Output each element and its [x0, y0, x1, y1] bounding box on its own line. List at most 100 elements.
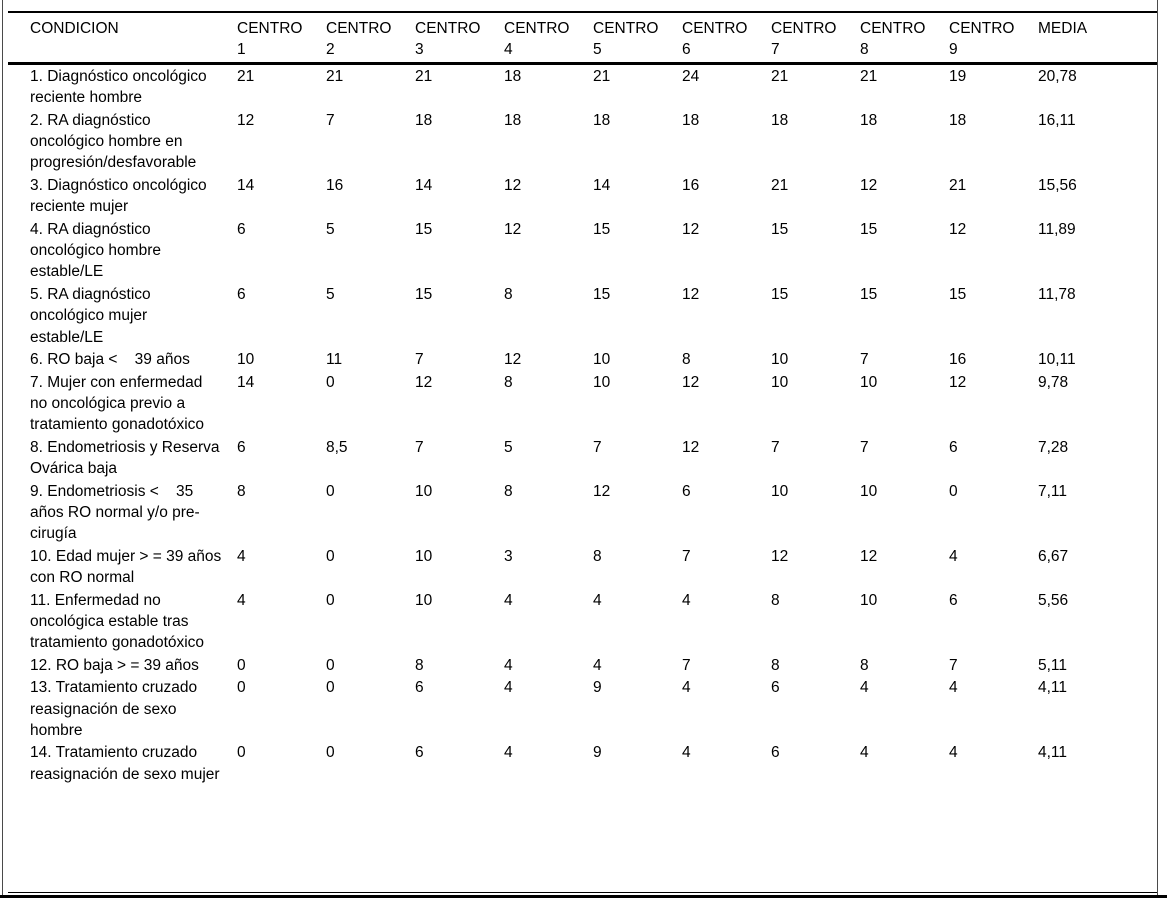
table-row: 11. Enfermedad no oncológica estable tra… [8, 589, 1157, 654]
value-cell-centro-7: 21 [771, 67, 789, 85]
column-header-centro-8: CENTRO 8 [860, 13, 949, 65]
value-cell-centro-2: 0 [326, 373, 335, 391]
bottom-rule [0, 895, 1167, 898]
value-cell-centro-5: 9 [593, 744, 602, 762]
value-cell-centro-6: 18 [682, 111, 700, 129]
condition-cell: 14. Tratamiento cruzado reasignación de … [30, 744, 220, 783]
column-header-centro-9: CENTRO 9 [949, 13, 1038, 65]
value-cell-centro-4: 4 [504, 656, 513, 674]
value-cell-centro-2: 0 [326, 547, 335, 565]
column-header-centro-7: CENTRO 7 [771, 13, 860, 65]
value-cell-centro-6: 4 [682, 679, 691, 697]
value-cell-centro-2: 8,5 [326, 438, 348, 456]
value-cell-centro-1: 0 [237, 679, 246, 697]
value-cell-centro-7: 15 [771, 285, 789, 303]
column-header-media: MEDIA [1038, 13, 1157, 65]
value-cell-centro-8: 15 [860, 220, 878, 238]
value-cell-centro-2: 11 [326, 351, 343, 369]
value-cell-centro-7: 10 [771, 482, 789, 500]
value-cell-centro-4: 3 [504, 547, 513, 565]
condition-cell: 11. Enfermedad no oncológica estable tra… [30, 591, 205, 652]
condition-cell: 2. RA diagnóstico oncológico hombre en p… [30, 111, 197, 172]
value-cell-centro-2: 0 [326, 656, 335, 674]
value-cell-centro-5: 15 [593, 285, 611, 303]
column-header-condicion: CONDICION [8, 13, 237, 65]
media-cell: 5,56 [1038, 591, 1069, 609]
value-cell-centro-8: 15 [860, 285, 878, 303]
condition-cell: 9. Endometriosis < 35 años RO normal y/o… [30, 482, 200, 543]
value-cell-centro-8: 12 [860, 547, 878, 565]
value-cell-centro-5: 15 [593, 220, 611, 238]
header-row: CONDICION CENTRO 1 CENTRO 2 CENTRO 3 CENTRO … [8, 13, 1157, 65]
value-cell-centro-5: 12 [593, 482, 611, 500]
column-header-centro-4: CENTRO 4 [504, 13, 593, 65]
value-cell-centro-9: 0 [949, 482, 958, 500]
value-cell-centro-2: 5 [326, 220, 335, 238]
condition-cell: 8. Endometriosis y Reserva Ovárica baja [30, 438, 224, 478]
value-cell-centro-6: 7 [682, 656, 691, 674]
value-cell-centro-6: 4 [682, 744, 691, 762]
table-row: 1. Diagnóstico oncológico reciente hombr… [8, 63, 1157, 108]
value-cell-centro-9: 6 [949, 591, 958, 609]
value-cell-centro-5: 4 [593, 591, 602, 609]
value-cell-centro-7: 8 [771, 591, 780, 609]
value-cell-centro-8: 7 [860, 438, 869, 456]
table-row: 10. Edad mujer > = 39 años con RO normal… [8, 545, 1157, 589]
value-cell-centro-9: 16 [949, 351, 967, 369]
value-cell-centro-3: 7 [415, 438, 424, 456]
value-cell-centro-6: 12 [682, 285, 700, 303]
value-cell-centro-3: 12 [415, 373, 433, 391]
value-cell-centro-3: 15 [415, 220, 433, 238]
value-cell-centro-7: 8 [771, 656, 780, 674]
value-cell-centro-3: 7 [415, 351, 424, 369]
value-cell-centro-2: 7 [326, 111, 335, 129]
media-cell: 11,78 [1038, 285, 1076, 303]
media-cell: 5,11 [1038, 656, 1068, 674]
value-cell-centro-3: 10 [415, 482, 433, 500]
value-cell-centro-8: 21 [860, 67, 878, 85]
condition-cell: 4. RA diagnóstico oncológico hombre esta… [30, 220, 166, 281]
value-cell-centro-5: 18 [593, 111, 611, 129]
value-cell-centro-9: 4 [949, 547, 958, 565]
value-cell-centro-7: 18 [771, 111, 789, 129]
value-cell-centro-8: 18 [860, 111, 878, 129]
value-cell-centro-2: 0 [326, 482, 335, 500]
value-cell-centro-7: 10 [771, 373, 789, 391]
value-cell-centro-5: 4 [593, 656, 602, 674]
value-cell-centro-8: 12 [860, 176, 878, 194]
value-cell-centro-6: 6 [682, 482, 691, 500]
table-row: 3. Diagnóstico oncológico reciente mujer… [8, 174, 1157, 218]
value-cell-centro-1: 6 [237, 438, 246, 456]
value-cell-centro-6: 7 [682, 547, 691, 565]
media-cell: 4,11 [1038, 679, 1068, 697]
value-cell-centro-5: 10 [593, 373, 611, 391]
value-cell-centro-1: 10 [237, 351, 255, 369]
value-cell-centro-9: 19 [949, 67, 967, 85]
value-cell-centro-4: 12 [504, 176, 522, 194]
value-cell-centro-8: 7 [860, 351, 869, 369]
condition-cell: 3. Diagnóstico oncológico reciente mujer [30, 176, 211, 216]
value-cell-centro-7: 6 [771, 679, 780, 697]
value-cell-centro-3: 6 [415, 679, 424, 697]
value-cell-centro-3: 10 [415, 591, 433, 609]
value-cell-centro-8: 4 [860, 744, 869, 762]
value-cell-centro-1: 0 [237, 744, 246, 762]
media-cell: 6,67 [1038, 547, 1069, 565]
value-cell-centro-2: 21 [326, 67, 344, 85]
value-cell-centro-1: 0 [237, 656, 246, 674]
value-cell-centro-9: 18 [949, 111, 967, 129]
value-cell-centro-3: 15 [415, 285, 433, 303]
table-row: 4. RA diagnóstico oncológico hombre esta… [8, 218, 1157, 283]
media-cell: 11,89 [1038, 220, 1076, 238]
media-cell: 4,11 [1038, 744, 1068, 762]
value-cell-centro-9: 12 [949, 373, 967, 391]
value-cell-centro-7: 7 [771, 438, 780, 456]
value-cell-centro-4: 12 [504, 351, 522, 369]
value-cell-centro-4: 4 [504, 679, 513, 697]
value-cell-centro-3: 10 [415, 547, 433, 565]
media-cell: 20,78 [1038, 67, 1077, 85]
value-cell-centro-6: 16 [682, 176, 700, 194]
value-cell-centro-4: 8 [504, 373, 513, 391]
table-row: 6. RO baja < 39 años 10 11 7 12 10 8 10 7 16 10,11 [8, 348, 1157, 370]
value-cell-centro-4: 18 [504, 67, 522, 85]
